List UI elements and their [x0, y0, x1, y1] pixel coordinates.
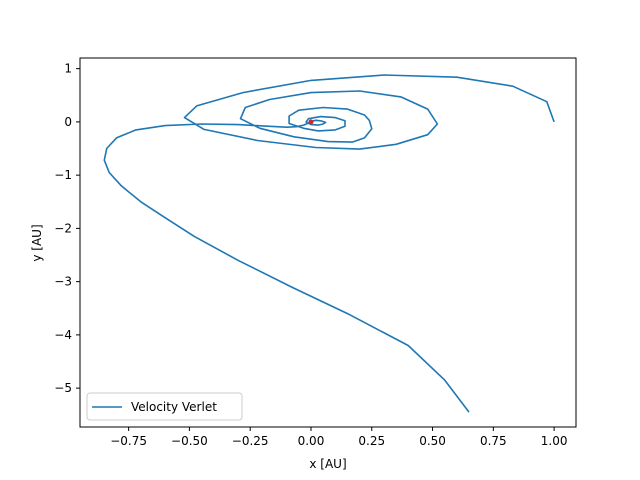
legend-label: Velocity Verlet — [131, 400, 217, 414]
legend: Velocity Verlet — [86, 392, 243, 421]
x-tick-label: 0.50 — [419, 434, 446, 448]
y-tick-label: −4 — [54, 328, 72, 342]
series-line-0 — [103, 74, 555, 413]
y-tick-label: 1 — [64, 62, 72, 76]
y-tick-label: −1 — [54, 168, 72, 182]
x-tick-label: 0.75 — [480, 434, 507, 448]
x-tick-label: −0.25 — [232, 434, 269, 448]
y-tick-label: 0 — [64, 115, 72, 129]
x-tick-label: −0.50 — [171, 434, 208, 448]
y-tick-label: −3 — [54, 275, 72, 289]
y-tick-label: −5 — [54, 381, 72, 395]
x-tick-label: 0.25 — [358, 434, 385, 448]
x-tick-label: 0.00 — [298, 434, 325, 448]
x-tick-label: 1.00 — [541, 434, 568, 448]
axes-frame — [79, 57, 577, 428]
central-point-marker — [308, 119, 314, 125]
y-tick-label: −2 — [54, 221, 72, 235]
x-tick-label: −0.75 — [110, 434, 147, 448]
y-axis-label: y [AU] — [30, 224, 44, 261]
x-axis-label: x [AU] — [309, 457, 346, 471]
